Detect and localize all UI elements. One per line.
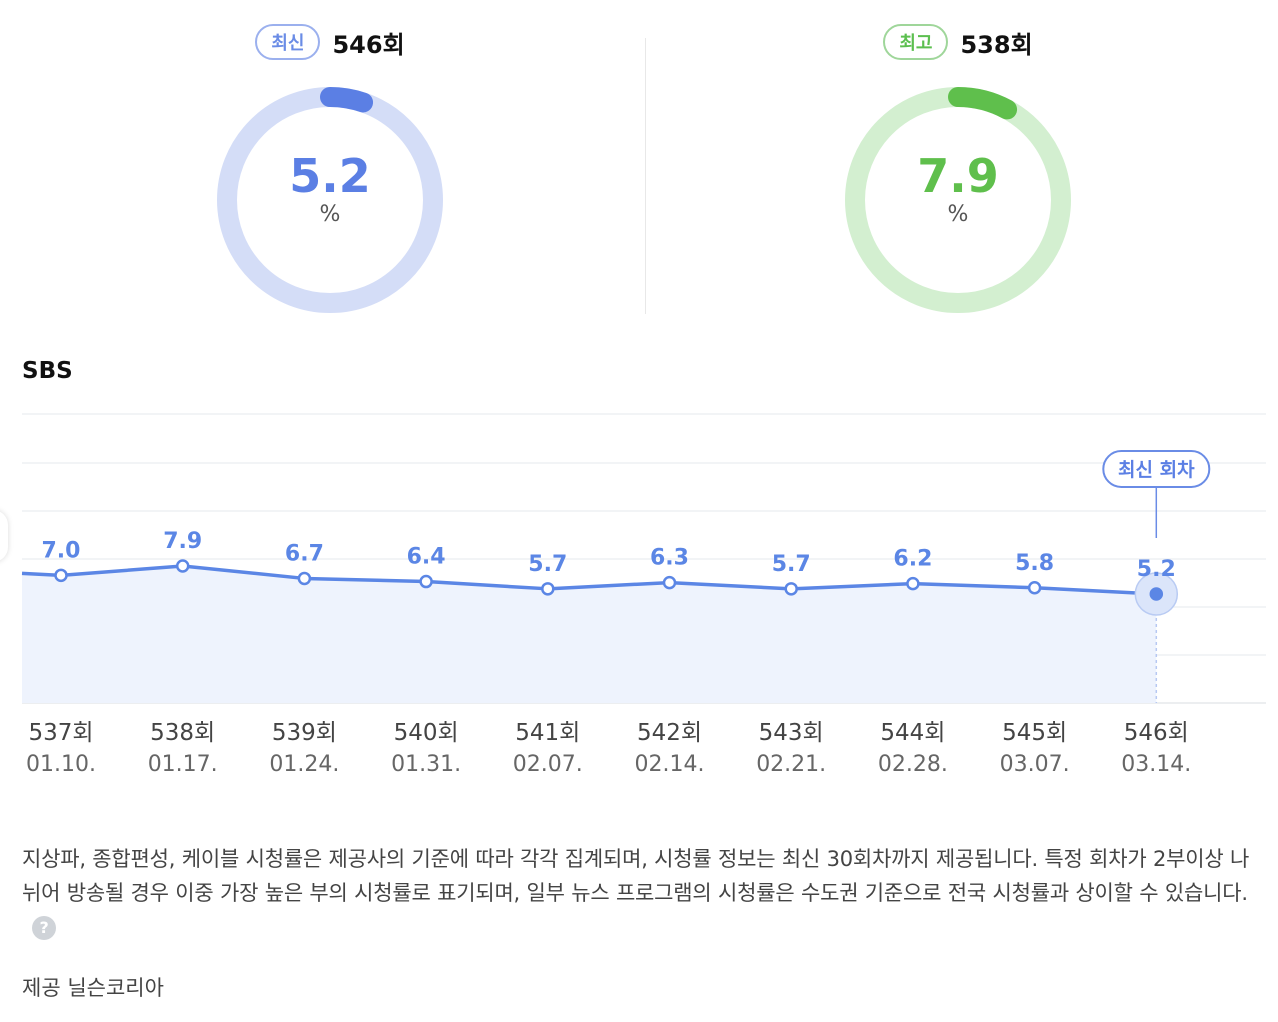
data-label: 6.3: [650, 546, 689, 571]
x-tick-date: 03.07.: [999, 752, 1070, 777]
question-circle-icon[interactable]: ?: [32, 916, 56, 940]
latest-donut-arc: [320, 87, 374, 113]
summary-divider: [645, 38, 646, 314]
x-tick-episode: 543회: [758, 720, 824, 746]
data-label: 7.0: [42, 538, 81, 563]
data-label: 5.7: [772, 552, 811, 577]
latest-tooltip: [1102, 450, 1211, 488]
best-episode: 538회: [960, 30, 1033, 59]
latest-rating-header: 최신 546회: [200, 22, 460, 62]
x-tick-label: 537회 01.10.: [11, 716, 111, 780]
x-tick-label: 541회 02.07.: [498, 716, 598, 780]
x-tick-label: 540회 01.31.: [376, 716, 476, 780]
data-point: [297, 571, 312, 586]
channel-name: SBS: [22, 358, 73, 384]
x-tick-label: 542회 02.14.: [620, 716, 720, 780]
x-tick-episode: 540회: [393, 720, 459, 746]
x-tick-date: 02.21.: [756, 752, 827, 777]
data-point: [1149, 587, 1164, 601]
data-point: [906, 576, 920, 591]
data-label: 6.7: [285, 541, 324, 566]
data-label: 5.7: [528, 552, 567, 577]
best-rating-summary: 최고 538회 7.9 %: [828, 22, 1088, 316]
data-source: 제공 닐슨코리아: [22, 976, 164, 1000]
x-tick-label: 543회 02.21.: [741, 716, 841, 780]
data-label: 5.2: [1137, 557, 1176, 582]
x-tick-episode: 539회: [271, 720, 337, 746]
best-rating-unit: %: [947, 202, 969, 227]
x-tick-episode: 541회: [515, 720, 581, 746]
data-point: [1027, 581, 1042, 595]
series-area: [22, 566, 1157, 703]
latest-rating-value: 5.2: [289, 149, 371, 203]
latest-episode: 546회: [332, 30, 405, 59]
chart-x-axis-labels: 537회 01.10. 538회 01.17. 539회 01.24. 540회 01.31.…: [0, 716, 1278, 796]
x-tick-episode: 546회: [1123, 720, 1189, 746]
x-tick-episode: 537회: [28, 720, 94, 746]
x-tick-label: 545회 03.07.: [985, 716, 1085, 780]
best-rating-header: 최고 538회: [828, 22, 1088, 62]
latest-tooltip-label: 최신 회차: [1118, 459, 1195, 481]
x-tick-date: 02.14.: [634, 752, 705, 777]
x-tick-date: 02.28.: [877, 752, 948, 777]
ratings-line-chart: 최신 회차 7.0 7.9 6.7 6.4 5.7 6.3 5.7 6.2 5.8 5.2: [21, 413, 1266, 704]
x-tick-episode: 542회: [636, 720, 703, 746]
x-tick-date: 01.31.: [391, 752, 462, 777]
best-badge: 최고: [883, 24, 949, 60]
x-tick-date: 01.10.: [26, 752, 96, 777]
latest-badge: 최신: [255, 24, 321, 60]
x-tick-episode: 538회: [150, 720, 216, 746]
x-tick-label: 546회 03.14.: [1106, 716, 1206, 780]
data-point: [175, 559, 190, 573]
latest-rating-unit: %: [319, 202, 341, 227]
data-label: 6.4: [407, 545, 446, 570]
x-tick-label: 539회 01.24.: [254, 716, 354, 780]
data-label: 5.8: [1015, 551, 1054, 576]
data-label: 7.9: [163, 529, 202, 554]
best-rating-value: 7.9: [917, 149, 999, 203]
latest-rating-summary: 최신 546회 5.2 %: [200, 22, 460, 316]
x-tick-date: 02.07.: [512, 752, 583, 777]
chart-scroll-handle[interactable]: [0, 510, 8, 562]
x-tick-episode: 545회: [1002, 720, 1068, 746]
x-tick-episode: 544회: [880, 720, 946, 746]
best-donut-arc: [948, 87, 1018, 120]
footnote-text: 지상파, 종합편성, 케이블 시청률은 제공사의 기준에 따라 각각 집계되며,…: [22, 847, 1250, 905]
latest-rating-donut: 5.2 %: [214, 84, 446, 316]
data-point: [54, 568, 68, 583]
x-tick-label: 538회 01.17.: [133, 716, 233, 780]
ratings-footnote: 지상파, 종합편성, 케이블 시청률은 제공사의 기준에 따라 각각 집계되며,…: [22, 842, 1262, 944]
data-label: 6.2: [893, 547, 932, 572]
data-point: [419, 574, 433, 589]
data-point: [541, 582, 555, 596]
x-tick-date: 01.17.: [147, 752, 218, 777]
best-rating-donut: 7.9 %: [842, 84, 1074, 316]
x-tick-date: 03.14.: [1121, 752, 1192, 777]
x-tick-label: 544회 02.28.: [863, 716, 963, 780]
data-point: [784, 582, 798, 596]
data-point: [662, 575, 677, 590]
x-tick-date: 01.24.: [269, 752, 340, 777]
